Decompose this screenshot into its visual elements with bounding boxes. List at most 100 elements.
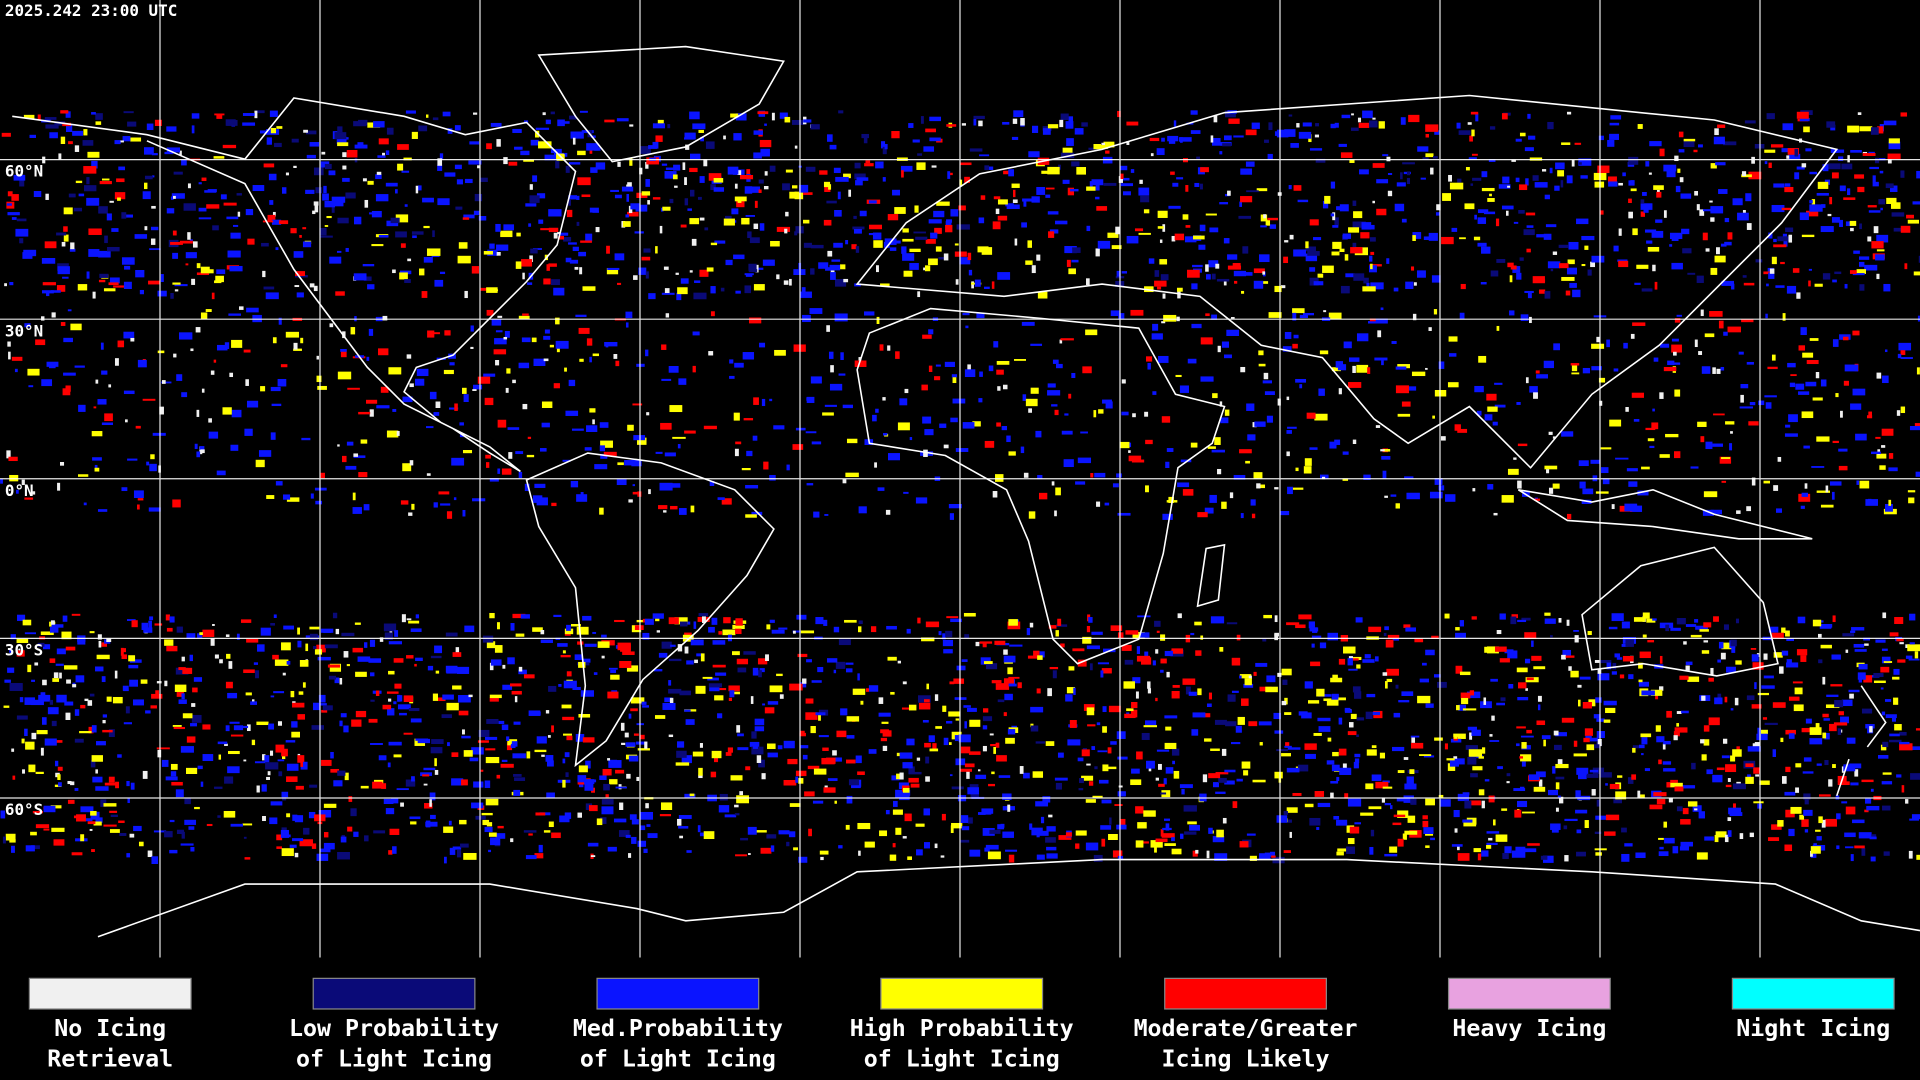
icing-pixel bbox=[323, 185, 327, 194]
icing-pixel bbox=[1494, 404, 1506, 408]
icing-pixel bbox=[1132, 677, 1141, 684]
icing-pixel bbox=[318, 694, 326, 703]
icing-pixel bbox=[1875, 436, 1881, 439]
icing-pixel bbox=[855, 180, 863, 186]
icing-pixel bbox=[1240, 513, 1244, 519]
icing-pixel bbox=[572, 686, 581, 690]
icing-pixel bbox=[340, 836, 347, 843]
icing-pixel bbox=[1717, 693, 1722, 700]
icing-pixel bbox=[997, 699, 1005, 703]
icing-pixel bbox=[1363, 474, 1371, 480]
icing-pixel bbox=[1347, 838, 1355, 845]
icing-pixel bbox=[1771, 204, 1785, 213]
icing-pixel bbox=[82, 140, 94, 146]
icing-pixel bbox=[473, 112, 478, 115]
icing-pixel bbox=[566, 735, 573, 741]
icing-pixel bbox=[1162, 827, 1172, 831]
icing-pixel bbox=[399, 270, 412, 275]
icing-pixel bbox=[1653, 185, 1664, 190]
icing-pixel bbox=[744, 285, 751, 294]
icing-pixel bbox=[368, 718, 378, 723]
icing-pixel bbox=[1576, 767, 1589, 775]
icing-pixel bbox=[1829, 197, 1833, 205]
icing-pixel bbox=[1101, 799, 1112, 804]
icing-pixel bbox=[181, 656, 185, 662]
icing-pixel bbox=[1384, 495, 1388, 498]
icing-pixel bbox=[572, 137, 576, 145]
icing-pixel bbox=[1173, 770, 1180, 779]
icing-pixel bbox=[660, 422, 672, 430]
icing-pixel bbox=[1329, 441, 1337, 449]
icing-pixel bbox=[1165, 461, 1170, 468]
icing-pixel bbox=[1544, 618, 1556, 624]
icing-pixel bbox=[484, 780, 491, 788]
icing-pixel bbox=[1070, 188, 1079, 192]
icing-pixel bbox=[982, 725, 988, 730]
icing-pixel bbox=[602, 768, 612, 776]
icing-pixel bbox=[536, 497, 548, 506]
icing-pixel bbox=[399, 695, 403, 702]
icing-pixel bbox=[49, 699, 54, 705]
icing-pixel bbox=[1887, 158, 1892, 164]
icing-pixel bbox=[183, 203, 196, 211]
icing-pixel bbox=[637, 491, 642, 497]
icing-pixel bbox=[908, 771, 922, 775]
icing-pixel bbox=[1404, 386, 1417, 391]
icing-pixel bbox=[1474, 385, 1484, 393]
icing-pixel bbox=[961, 826, 970, 831]
icing-pixel bbox=[1263, 614, 1272, 619]
icing-pixel bbox=[337, 126, 343, 133]
icing-pixel bbox=[601, 799, 614, 805]
icing-pixel bbox=[1352, 439, 1357, 444]
icing-pixel bbox=[1575, 790, 1581, 798]
icing-pixel bbox=[189, 654, 193, 662]
icing-pixel bbox=[270, 623, 276, 626]
icing-pixel bbox=[1172, 182, 1179, 187]
icing-pixel bbox=[884, 144, 888, 150]
icing-pixel bbox=[574, 266, 579, 270]
icing-pixel bbox=[1402, 162, 1415, 165]
icing-pixel bbox=[1721, 280, 1735, 286]
icing-pixel bbox=[278, 220, 289, 225]
icing-pixel bbox=[1119, 165, 1128, 171]
icing-pixel bbox=[1003, 712, 1007, 717]
icing-pixel bbox=[810, 376, 822, 384]
icing-pixel bbox=[980, 195, 986, 200]
icing-pixel bbox=[1849, 693, 1854, 699]
icing-pixel bbox=[57, 266, 70, 275]
icing-pixel bbox=[515, 451, 524, 455]
icing-pixel bbox=[882, 745, 888, 751]
icing-pixel bbox=[463, 750, 473, 757]
icing-pixel bbox=[1822, 732, 1827, 739]
icing-pixel bbox=[458, 710, 469, 716]
icing-pixel bbox=[486, 143, 492, 150]
icing-pixel bbox=[1786, 285, 1797, 294]
icing-pixel bbox=[1746, 506, 1752, 512]
icing-pixel bbox=[789, 683, 803, 691]
icing-pixel bbox=[1376, 179, 1389, 184]
icing-pixel bbox=[1143, 209, 1150, 214]
icing-pixel bbox=[464, 625, 475, 633]
icing-pixel bbox=[70, 323, 82, 331]
icing-pixel bbox=[1274, 131, 1280, 136]
icing-pixel bbox=[331, 196, 346, 203]
icing-pixel bbox=[1515, 177, 1520, 183]
icing-pixel bbox=[689, 111, 700, 120]
icing-pixel bbox=[966, 707, 977, 712]
icing-pixel bbox=[1458, 704, 1467, 711]
icing-pixel bbox=[1804, 796, 1809, 805]
icing-pixel bbox=[868, 200, 877, 204]
icing-pixel bbox=[46, 290, 50, 297]
icing-pixel bbox=[1799, 814, 1805, 820]
icing-pixel bbox=[1883, 283, 1891, 292]
icing-pixel bbox=[930, 232, 938, 239]
icing-pixel bbox=[1486, 831, 1500, 834]
icing-pixel bbox=[1422, 157, 1429, 161]
icing-pixel bbox=[1045, 837, 1056, 843]
icing-pixel bbox=[1511, 614, 1519, 619]
icing-pixel bbox=[1128, 450, 1131, 453]
icing-pixel bbox=[1777, 820, 1784, 827]
icing-pixel bbox=[1695, 625, 1708, 630]
icing-pixel bbox=[551, 502, 557, 507]
icing-pixel bbox=[1766, 283, 1769, 287]
